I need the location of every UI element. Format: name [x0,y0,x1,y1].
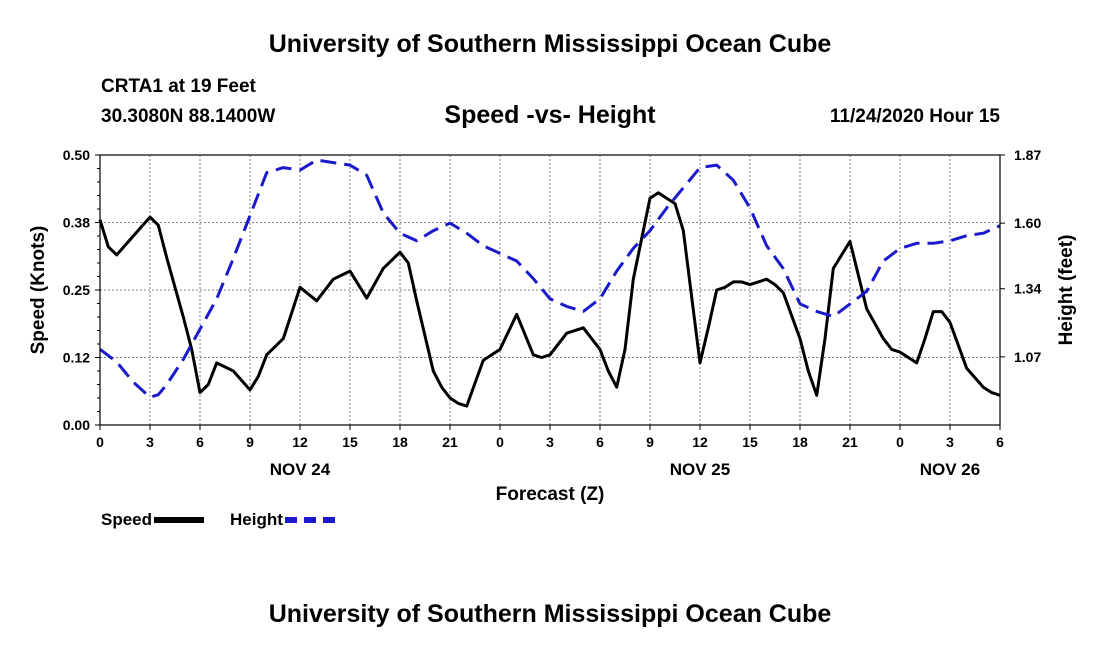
speed-series-line [98,191,1001,408]
x-tick-label: 9 [646,434,654,450]
x-axis-title: Forecast (Z) [496,484,605,505]
y-tick-label: 0.50 [63,147,90,163]
y-tick-label: 0.00 [63,417,90,433]
legend-height: Height [230,510,335,530]
x-tick-label: 6 [996,434,1004,450]
x-tick-label: 6 [196,434,204,450]
x-tick-label: 3 [546,434,554,450]
x-tick-label: 0 [96,434,104,450]
station-label: CRTA1 at 19 Feet [101,76,256,97]
y-tick-label: 0.25 [63,282,90,298]
plot-frame [99,154,1001,426]
date-label: NOV 26 [920,460,980,479]
x-tick-label: 6 [596,434,604,450]
x-tick-label: 21 [842,434,858,450]
forecast-run-time: 11/24/2020 Hour 15 [829,106,1000,127]
legend-height-swatch [284,517,335,523]
page-title: University of Southern Mississippi Ocean… [268,30,832,58]
legend-height-label: Height [230,510,283,529]
y-tick-label: 0.38 [63,215,90,231]
x-tick-label: 18 [392,434,408,450]
y2-tick-label: 1.07 [1014,349,1041,365]
y2-axis-title: Height (feet) [1056,235,1077,346]
y2-tick-label: 1.87 [1014,147,1041,163]
x-tick-label: 18 [792,434,808,450]
page-footer-title: University of Southern Mississippi Ocean… [268,600,832,628]
y2-tick-label: 1.34 [1014,281,1041,297]
chart-title: Speed -vs- Height [444,101,656,129]
x-tick-label: 3 [146,434,154,450]
legend-speed-swatch [154,517,205,523]
legend-speed: Speed [101,510,205,530]
date-label: NOV 25 [670,460,730,479]
y-axis-title: Speed (Knots) [28,226,49,355]
date-label: NOV 24 [270,460,331,479]
height-series-line [99,158,1001,399]
x-tick-label: 15 [742,434,758,450]
station-coordinates: 30.3080N 88.1400W [101,106,276,127]
x-tick-label: 21 [442,434,458,450]
x-tick-label: 0 [496,434,504,450]
x-tick-label: 3 [946,434,954,450]
x-tick-label: 15 [342,434,358,450]
x-tick-label: 12 [692,434,708,450]
x-tick-label: 9 [246,434,254,450]
y-tick-label: 0.12 [63,350,90,366]
legend-speed-label: Speed [101,510,153,529]
y2-tick-label: 1.60 [1014,215,1041,231]
x-tick-label: 12 [292,434,308,450]
x-tick-label: 0 [896,434,904,450]
